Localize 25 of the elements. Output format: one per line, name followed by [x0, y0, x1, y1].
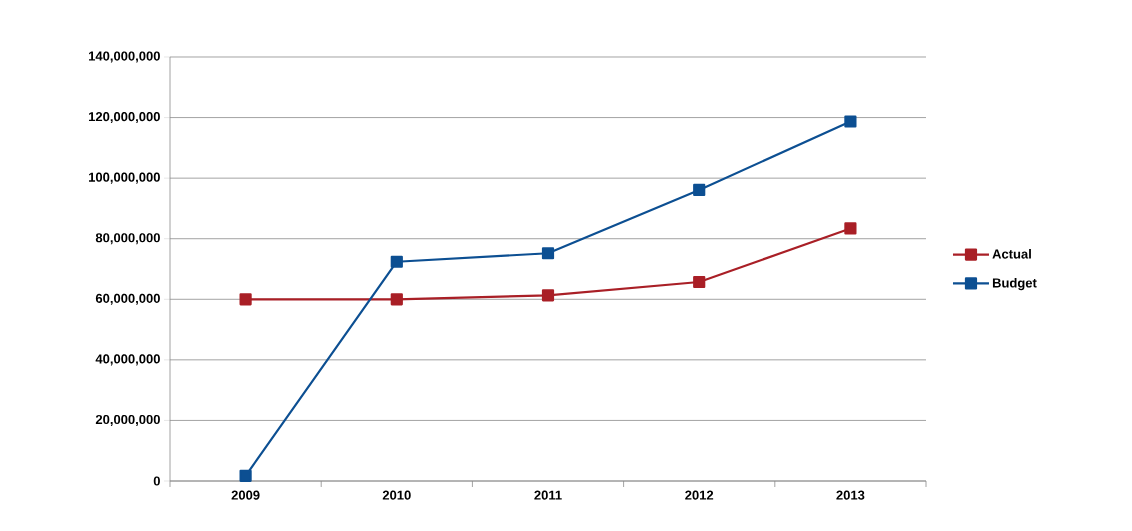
y-tick-label: 0	[153, 476, 160, 486]
point	[693, 275, 706, 289]
point	[239, 469, 252, 482]
x-tick-label: 2012	[685, 490, 714, 500]
y-tick-label: 140,000,000	[88, 51, 160, 63]
legend-label: Actual	[992, 249, 1031, 259]
point	[239, 293, 252, 306]
point	[541, 247, 555, 260]
y-tick-label: 100,000,000	[88, 172, 160, 184]
y-tick-label: 60,000,000	[95, 293, 160, 305]
x-tick-label: 2009	[231, 490, 260, 500]
x-tick-label: 2011	[534, 490, 562, 500]
point	[390, 293, 403, 306]
x-tick-label: 2013	[836, 490, 865, 500]
y-tick-label: 80,000,000	[95, 233, 160, 245]
y-tick-label: 40,000,000	[95, 354, 160, 366]
legend-label: Budget	[992, 277, 1037, 291]
point	[693, 183, 706, 197]
point	[390, 255, 403, 268]
point	[844, 222, 857, 235]
y-tick-label: 120,000,000	[88, 112, 160, 124]
y-tick-label: 20,000,000	[95, 414, 160, 426]
x-tick-label: 2010	[382, 490, 411, 500]
point	[541, 289, 555, 302]
point	[844, 115, 857, 128]
